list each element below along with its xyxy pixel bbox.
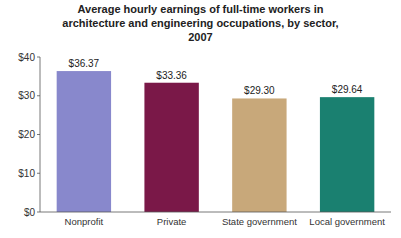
- y-tick-label: $30: [18, 90, 35, 101]
- bar: [57, 71, 111, 212]
- bar: [144, 83, 198, 212]
- y-tick-label: $0: [24, 207, 36, 218]
- y-tick: [37, 212, 40, 213]
- y-tick-label: $10: [18, 168, 35, 179]
- y-tick: [37, 173, 40, 174]
- y-tick: [37, 134, 40, 135]
- chart-svg: Average hourly earnings of full-time wor…: [0, 0, 401, 238]
- bar: [232, 98, 286, 212]
- y-tick: [37, 95, 40, 96]
- bars: [57, 71, 375, 212]
- x-tick-label: Private: [157, 216, 187, 227]
- data-label: $29.30: [244, 85, 275, 96]
- x-tick-label: Nonprofit: [65, 216, 104, 227]
- y-tick-label: $20: [18, 129, 35, 140]
- data-label: $29.64: [332, 84, 363, 95]
- x-tick-label: Local government: [309, 216, 385, 227]
- y-tick: [37, 57, 40, 58]
- chart-container: Average hourly earnings of full-time wor…: [0, 0, 401, 238]
- x-axis-line: [40, 212, 391, 213]
- data-label: $33.36: [156, 70, 187, 81]
- chart-title: Average hourly earnings of full-time wor…: [62, 3, 338, 43]
- y-tick-label: $40: [18, 52, 35, 63]
- x-tick-label: State government: [222, 216, 297, 227]
- bar: [320, 97, 374, 212]
- data-label: $36.37: [69, 58, 100, 69]
